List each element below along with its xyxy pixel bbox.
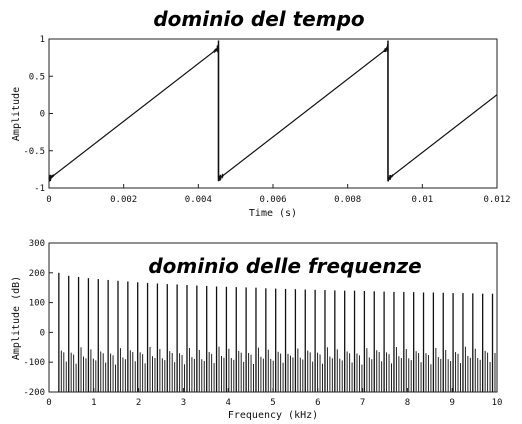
freq-y-axis-label: Amplitude (dB) xyxy=(11,276,22,360)
freq-x-tick-label: 5 xyxy=(270,398,275,408)
time-domain-title: dominio del tempo xyxy=(153,7,365,31)
time-x-axis-label: Time (s) xyxy=(249,208,297,219)
time-x-tick-label: 0.012 xyxy=(483,195,510,205)
time-y-ticks: 1 0.5 0 -0.5 -1 xyxy=(23,35,53,194)
time-y-tick-label: -0.5 xyxy=(23,147,45,157)
time-x-tick-label: 0.002 xyxy=(110,195,137,205)
freq-x-tick-label: 4 xyxy=(225,398,230,408)
time-y-tick-label: 1 xyxy=(40,35,45,45)
freq-x-ticks: 0 1 2 3 4 5 6 7 8 9 10 xyxy=(46,388,502,408)
freq-x-tick-label: 1 xyxy=(91,398,96,408)
freq-x-tick-label: 6 xyxy=(315,398,320,408)
freq-x-axis-label: Frequency (kHz) xyxy=(228,410,318,421)
time-x-ticks: 0 0.002 0.004 0.006 0.008 0.01 0.012 xyxy=(46,184,511,205)
time-x-tick-label: 0.004 xyxy=(185,195,212,205)
freq-x-tick-label: 8 xyxy=(405,398,410,408)
freq-y-tick-label: -200 xyxy=(23,388,45,398)
freq-x-tick-label: 10 xyxy=(492,398,503,408)
freq-y-tick-label: 200 xyxy=(29,269,45,279)
freq-y-tick-label: 100 xyxy=(29,299,45,309)
freq-y-tick-label: -100 xyxy=(23,358,45,368)
frequency-spectrum xyxy=(58,272,496,392)
time-x-tick-label: 0.01 xyxy=(411,195,433,205)
time-y-tick-label: 0.5 xyxy=(29,72,45,82)
time-y-axis-label: Amplitude xyxy=(11,87,22,141)
time-x-tick-label: 0 xyxy=(46,195,51,205)
freq-y-ticks: 300 200 100 0 -100 -200 xyxy=(23,239,53,398)
time-x-tick-label: 0.008 xyxy=(334,195,361,205)
frequency-domain-chart: 0 1 2 3 4 5 6 7 8 9 10 300 200 100 0 -100 -200 Frequenc… xyxy=(11,239,502,421)
frequency-domain-title: dominio delle frequenze xyxy=(148,254,421,278)
time-series-line xyxy=(48,44,498,182)
freq-x-tick-label: 2 xyxy=(136,398,141,408)
freq-x-tick-label: 0 xyxy=(46,398,51,408)
time-waveform xyxy=(48,40,498,182)
time-y-tick-label: 0 xyxy=(40,110,45,120)
freq-x-tick-label: 7 xyxy=(360,398,365,408)
freq-y-tick-label: 300 xyxy=(29,239,45,249)
freq-y-tick-label: 0 xyxy=(40,328,45,338)
freq-x-tick-label: 3 xyxy=(181,398,186,408)
time-y-tick-label: -1 xyxy=(34,184,45,194)
freq-x-tick-label: 9 xyxy=(449,398,454,408)
time-plot-frame xyxy=(48,38,498,189)
time-x-tick-label: 0.006 xyxy=(259,195,286,205)
time-domain-chart: 0 0.002 0.004 0.006 0.008 0.01 0.012 1 0.5 0 -0.5… xyxy=(11,35,511,219)
